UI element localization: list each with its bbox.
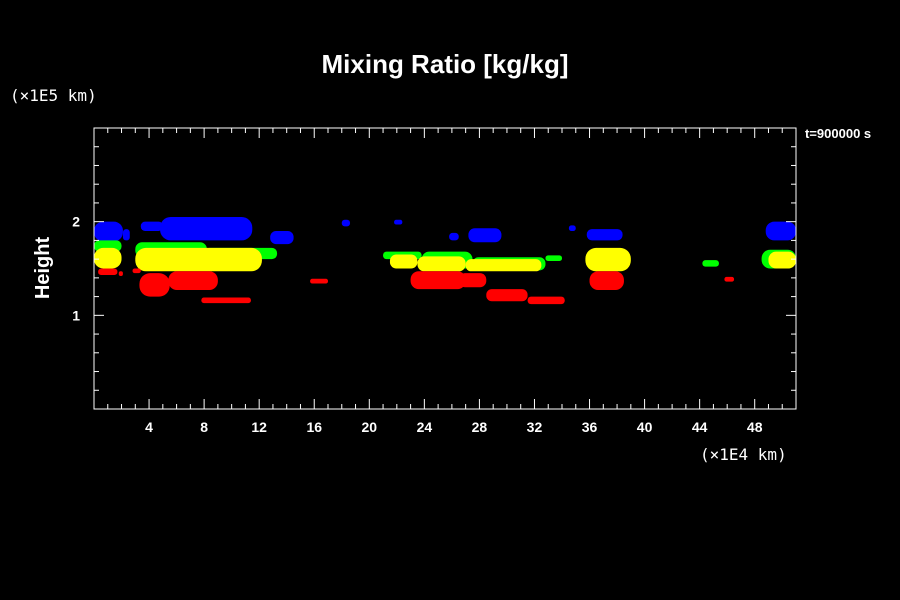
region-blue-6 [394,219,403,225]
region-yellow-23 [389,254,418,269]
x-unit-label: (×1E4 km) [700,445,787,464]
region-blue-7 [449,232,459,241]
region-red-35 [410,271,466,290]
region-green-18 [545,255,562,262]
x-tick-label-40: 40 [637,419,653,435]
x-tick-label-20: 20 [362,419,378,435]
y-unit-label: (×1E5 km) [10,86,97,105]
contour-regions [94,216,796,305]
axis-ticks [94,128,796,409]
x-tick-label-8: 8 [200,419,208,435]
x-tick-label-44: 44 [692,419,708,435]
plot-frame [93,127,797,410]
region-red-33 [201,297,251,304]
x-tick-label-32: 32 [527,419,543,435]
region-yellow-25 [465,259,542,272]
region-blue-1 [122,229,130,241]
region-red-28 [98,268,118,276]
region-blue-4 [270,231,294,245]
region-blue-10 [586,229,623,241]
region-yellow-22 [135,247,262,272]
region-red-37 [486,289,528,302]
region-red-30 [132,268,141,274]
region-blue-5 [341,219,351,227]
region-blue-3 [160,216,253,241]
x-tick-label-12: 12 [251,419,267,435]
x-tick-label-24: 24 [417,419,433,435]
region-blue-2 [140,221,163,232]
region-red-39 [589,271,624,291]
region-red-31 [139,273,170,297]
y-tick-label-2: 2 [72,214,80,230]
region-red-32 [168,271,218,291]
region-yellow-26 [585,247,631,272]
region-red-38 [527,296,565,305]
region-blue-9 [568,225,576,232]
x-tick-label-36: 36 [582,419,598,435]
region-yellow-24 [417,256,466,272]
region-yellow-21 [94,247,122,269]
region-blue-0 [94,221,123,242]
region-green-19 [702,260,719,267]
y-axis-label: Height [32,237,54,300]
region-red-29 [118,271,123,276]
x-tick-label-4: 4 [145,419,153,435]
chart-title: Mixing Ratio [kg/kg] [322,49,569,79]
region-blue-8 [468,228,502,243]
region-red-34 [310,278,328,284]
x-tick-label-16: 16 [306,419,322,435]
x-tick-label-28: 28 [472,419,488,435]
region-red-40 [724,276,735,282]
time-label: t=900000 s [805,126,871,141]
region-red-36 [458,273,487,288]
y-tick-label-1: 1 [72,307,80,323]
x-tick-label-48: 48 [747,419,763,435]
region-yellow-27 [768,251,796,269]
region-blue-11 [765,221,796,241]
